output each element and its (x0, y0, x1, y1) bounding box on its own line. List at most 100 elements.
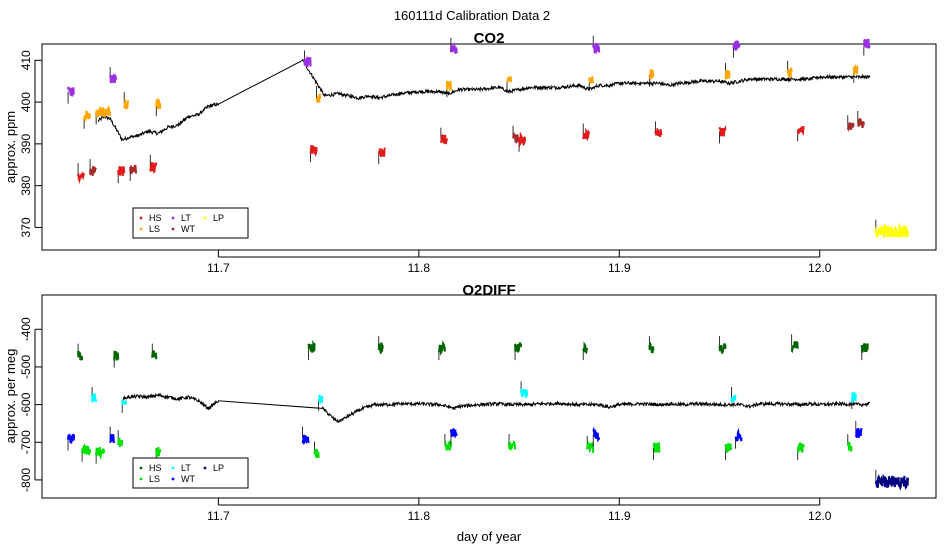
o2diff-calibration-hs (113, 349, 120, 361)
x-axis-label: day of year (457, 529, 522, 544)
co2-legend-marker-hs (139, 216, 143, 220)
co2-legend-label-hs: HS (149, 213, 162, 223)
co2-calibration-lt (303, 55, 312, 67)
o2diff-calibration-ls (155, 447, 162, 457)
co2-calibration-hs (117, 166, 126, 176)
o2diff-calibration-hs (648, 341, 655, 355)
o2diff-legend-marker-hs (139, 466, 143, 470)
o2diff-baseline-line (121, 392, 871, 424)
o2diff-calibration-wt (109, 433, 116, 444)
o2diff-calibration-ls (797, 441, 805, 453)
co2-y-tick-label: 370 (19, 217, 33, 237)
co2-plot-frame (41, 43, 937, 251)
co2-y-tick-label: 390 (19, 134, 33, 154)
co2-legend-label-lp: LP (213, 213, 224, 223)
o2diff-calibration-ls (117, 437, 124, 448)
o2diff-title: O2DIFF (462, 282, 515, 299)
co2-legend-marker-lp (203, 216, 207, 220)
co2-y-tick-label: 410 (19, 50, 33, 70)
o2diff-calibration-ls (313, 448, 320, 459)
o2diff-calibration-lt (121, 399, 128, 405)
co2-legend-label-wt: WT (181, 224, 195, 234)
co2-calibration-ls (648, 68, 655, 82)
o2diff-legend-label-lt: LT (181, 463, 191, 473)
co2-baseline-line (97, 58, 871, 142)
o2diff-y-tick-label: -800 (19, 468, 33, 492)
co2-legend-marker-wt (171, 227, 175, 231)
co2-calibration-ls (852, 64, 859, 75)
co2-calibration-hs (439, 133, 448, 145)
o2diff-calibration-hs (718, 343, 727, 355)
o2diff-calibration-hs (860, 343, 869, 353)
co2-panel: CO2 11.7 11.8 11.9 12.0 370 380 390 400 410 app… (3, 30, 937, 275)
co2-calibration-hs (796, 126, 805, 136)
o2diff-calibration-wt (592, 426, 601, 443)
co2-calibration-hs (654, 127, 663, 138)
o2diff-calibration-lt (318, 394, 324, 404)
co2-calibration-ls (786, 67, 793, 78)
o2diff-y-axis: -800 -700 -600 -500 -400 (19, 317, 42, 492)
o2diff-calibration-ls (846, 441, 853, 453)
co2-calibration-ls (315, 93, 322, 103)
co2-calibration-hs (582, 127, 591, 142)
o2diff-calibration-wt (67, 433, 76, 444)
o2diff-calibration-lp (874, 473, 909, 491)
figure-title: 160111d Calibration Data 2 (394, 8, 550, 23)
o2diff-y-tick-label: -500 (19, 355, 33, 379)
co2-calibration-hs (309, 145, 318, 158)
o2diff-calibration-hs (514, 341, 523, 353)
o2diff-calibration-lt (91, 393, 98, 403)
co2-calibration-wt (846, 121, 855, 133)
o2diff-calibration-wt (449, 428, 458, 440)
co2-y-tick-label: 380 (19, 175, 33, 195)
o2diff-legend-label-hs: HS (149, 463, 162, 473)
o2diff-plot-frame (41, 294, 937, 499)
co2-calibration-wt (89, 166, 97, 176)
co2-calibration-lt (109, 73, 118, 84)
co2-legend-marker-lt (171, 216, 175, 220)
co2-calibration-ls (155, 96, 162, 111)
co2-baseline-series (97, 58, 871, 142)
co2-calibration-hs (149, 162, 158, 175)
co2-calibration-lt (67, 86, 75, 97)
o2diff-calibration-ls (724, 443, 733, 453)
o2diff-y-tick-label: -400 (19, 317, 33, 341)
co2-x-tick-label: 12.0 (808, 261, 832, 275)
o2diff-calibration-hs (790, 341, 799, 354)
o2diff-calibration-wt (301, 434, 310, 446)
o2diff-baseline-series (121, 392, 871, 424)
co2-legend-marker-ls (139, 227, 143, 231)
o2diff-x-axis: 11.7 11.8 11.9 12.0 (207, 498, 832, 523)
o2diff-x-tick-label: 11.8 (408, 509, 431, 523)
o2diff-calibration-lt (850, 392, 857, 405)
co2-legend-box (132, 207, 249, 239)
o2diff-legend-marker-lp (203, 466, 207, 470)
o2diff-y-tick-label: -600 (19, 392, 33, 416)
co2-calibration-ls (123, 99, 130, 110)
co2-calibration-hs (377, 147, 386, 157)
co2-calibration-ls (83, 110, 92, 121)
o2diff-calibration-ls (81, 443, 92, 456)
co2-calibration-wt (857, 118, 865, 128)
co2-calibration-hs (518, 131, 527, 148)
o2diff-calibration-wt (734, 427, 743, 443)
co2-calibration-lp (874, 222, 909, 238)
o2diff-y-tick-label: -700 (19, 430, 33, 454)
o2diff-calibration-hs (307, 339, 316, 353)
co2-calibration-lt (592, 42, 601, 55)
co2-x-tick-label: 11.7 (207, 261, 230, 275)
co2-calibration-ls (724, 70, 731, 80)
co2-legend-label-lt: LT (181, 213, 191, 223)
co2-x-axis: 11.7 11.8 11.9 12.0 (207, 250, 832, 275)
co2-x-tick-label: 11.8 (408, 261, 431, 275)
o2diff-calibration-ls (586, 440, 595, 454)
o2diff-x-tick-label: 12.0 (808, 509, 832, 523)
o2diff-calibration-ls (508, 441, 517, 452)
co2-calibration-lt (449, 41, 458, 54)
co2-calibration-ls (445, 80, 452, 91)
co2-calibration-series (67, 35, 909, 238)
o2diff-calibration-hs (77, 350, 84, 361)
